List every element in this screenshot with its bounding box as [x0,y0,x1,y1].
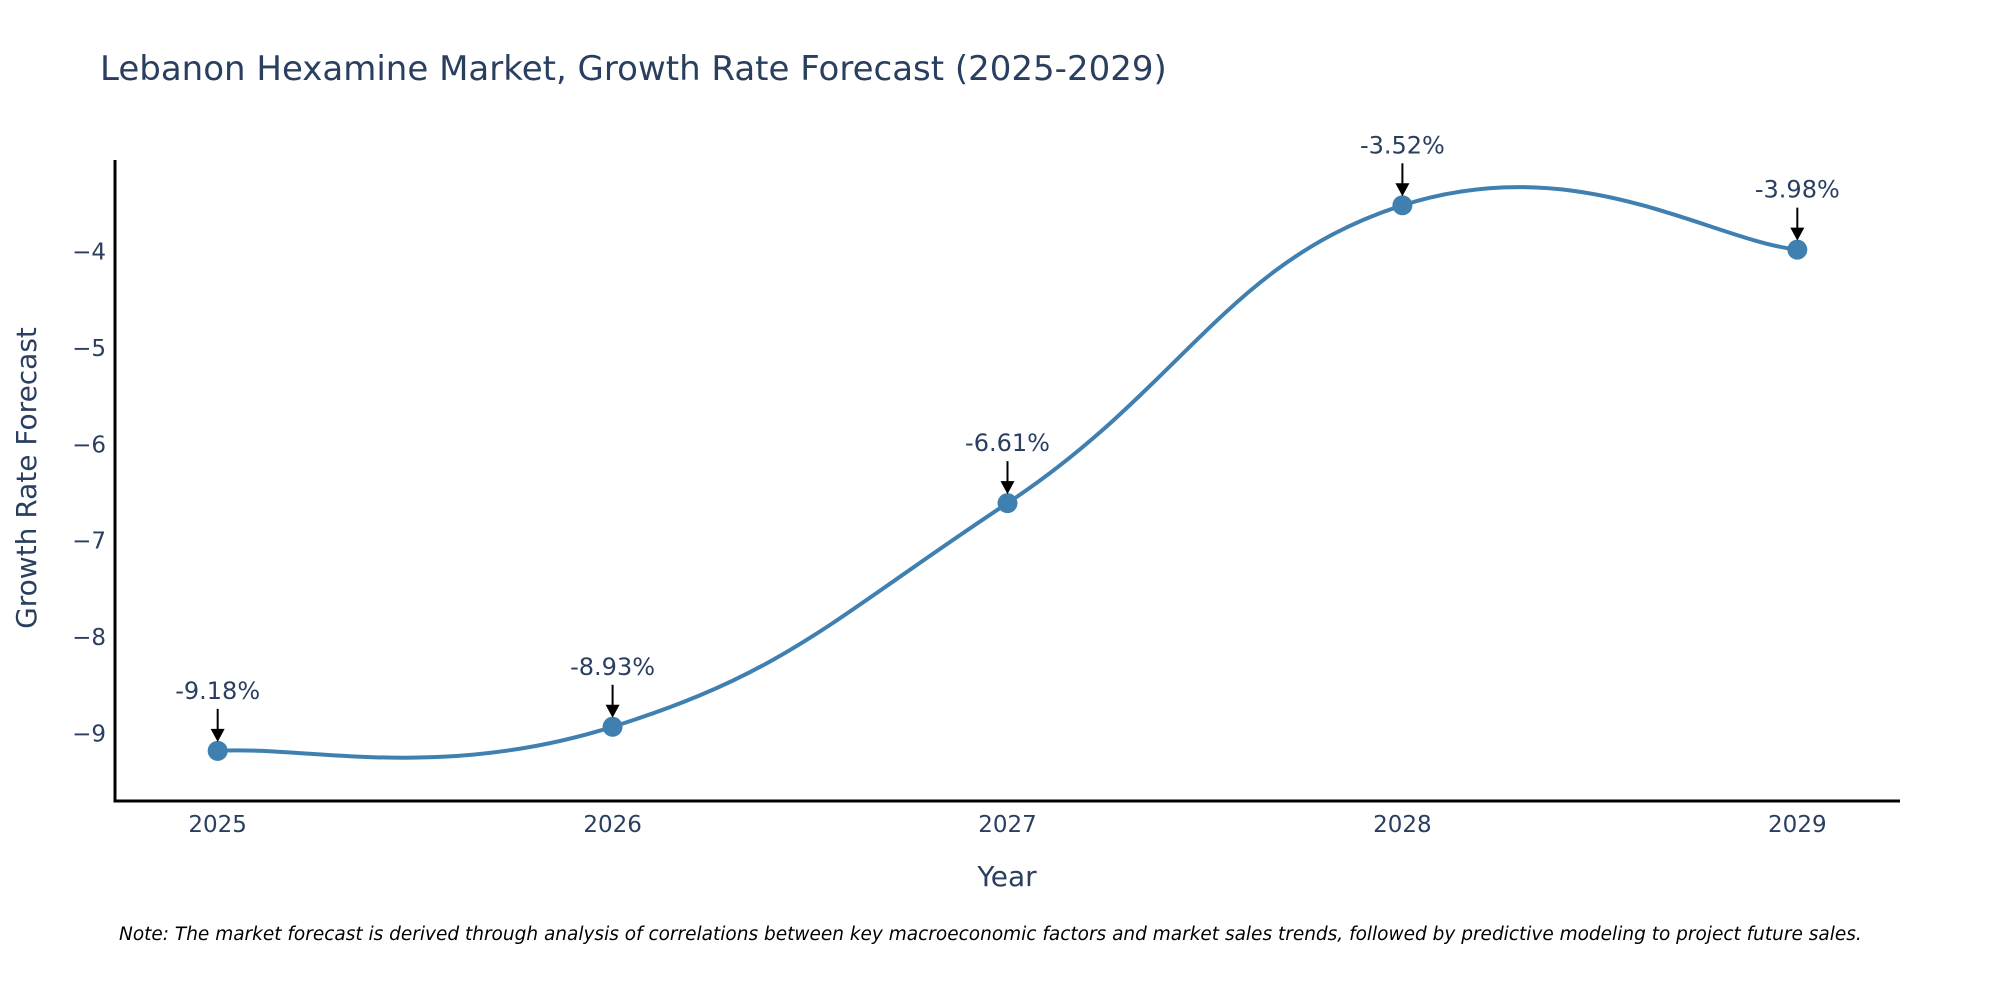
x-tick-label: 2025 [188,812,247,838]
annotation-arrow-head [1395,183,1410,197]
y-axis-ticks: −9 −8 −7 −6 −5 −4 [72,240,106,748]
data-annotation: -6.61% [965,429,1050,495]
y-tick-label: −4 [72,240,106,266]
x-tick-label: 2029 [1768,812,1827,838]
annotation-arrow-head [605,704,620,718]
x-tick-label: 2026 [583,812,642,838]
chart-title: Lebanon Hexamine Market, Growth Rate For… [100,49,1167,89]
data-annotation: -3.52% [1360,131,1445,197]
data-point [1392,195,1413,216]
data-label: -3.98% [1755,176,1840,204]
y-tick-label: −7 [72,529,106,555]
data-point [997,493,1018,514]
x-axis-title: Year [976,860,1037,893]
data-point [1787,239,1808,260]
x-axis-ticks: 2025 2026 2027 2028 2029 [188,812,1826,838]
x-tick-label: 2027 [978,812,1037,838]
annotation-arrow-head [1000,481,1015,495]
y-tick-label: −5 [72,336,106,362]
data-annotation: -3.98% [1755,176,1840,241]
data-annotation: -8.93% [570,653,655,718]
data-point [207,740,228,761]
data-points [207,195,1808,761]
y-axis-title: Growth Rate Forecast [10,327,43,629]
data-label: -3.52% [1360,131,1445,159]
data-label: -9.18% [175,677,260,705]
annotation-arrow-head [210,728,225,742]
y-tick-label: −9 [72,722,106,748]
y-tick-label: −8 [72,625,106,651]
data-label: -6.61% [965,429,1050,457]
data-label: -8.93% [570,653,655,681]
data-annotation: -9.18% [175,677,260,742]
y-tick-label: −6 [72,432,106,458]
data-point [602,716,623,737]
x-tick-label: 2028 [1373,812,1432,838]
annotation-arrow-head [1790,227,1805,241]
footnote: Note: The market forecast is derived thr… [119,924,1862,945]
data-annotations: -9.18% -8.93% -6.61% -3.52% -3.98% [175,131,1840,742]
